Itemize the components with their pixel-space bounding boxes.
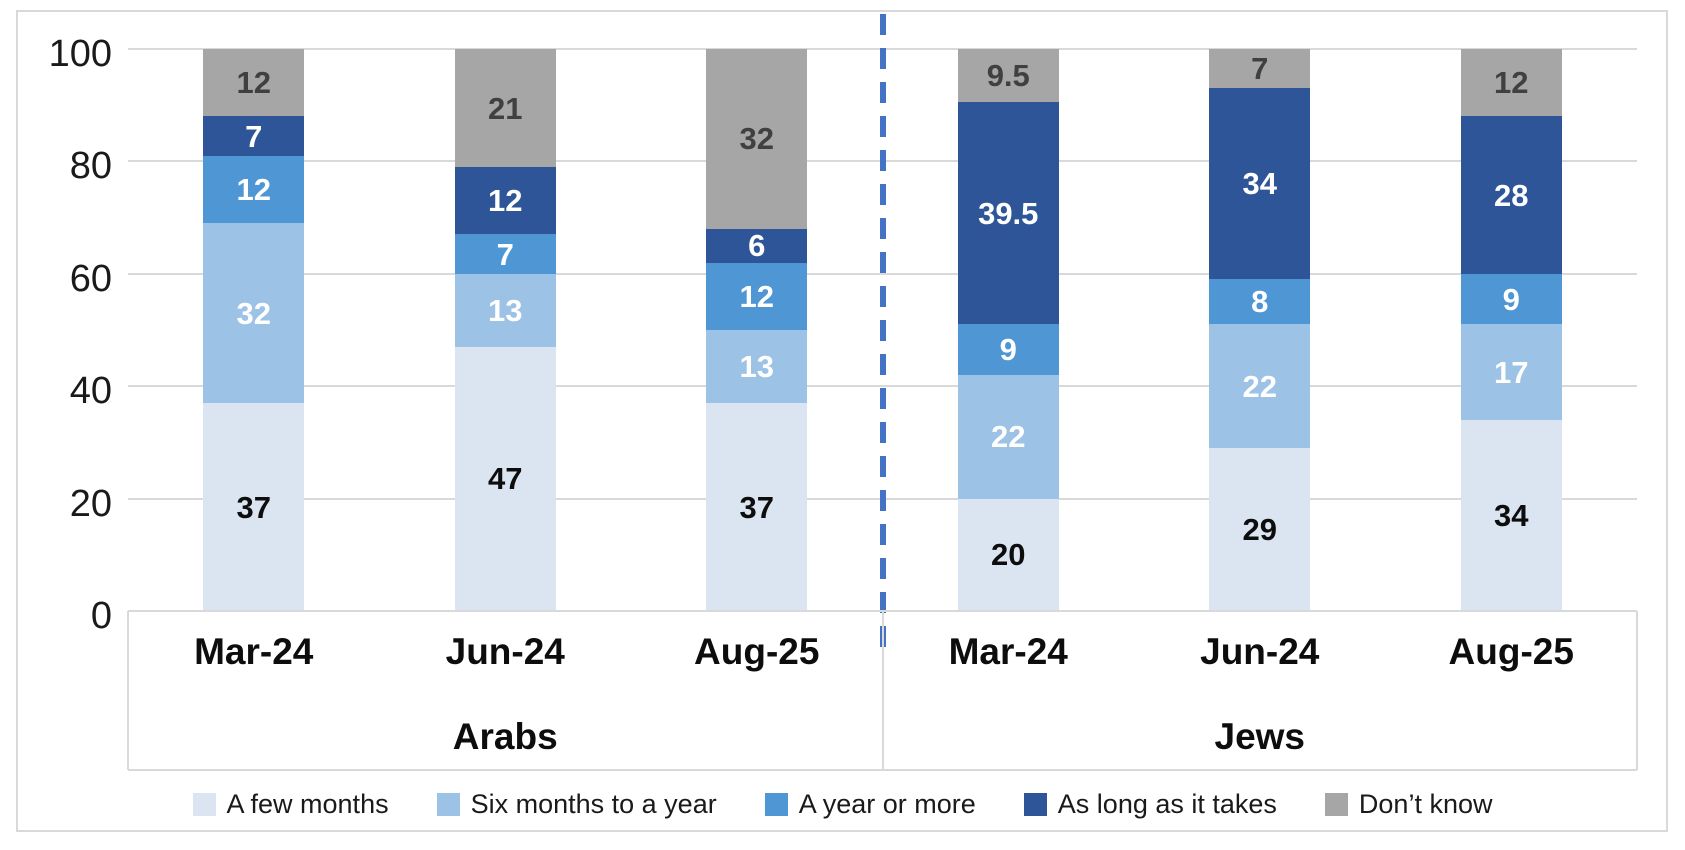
bar-segment: 20 xyxy=(957,498,1059,611)
legend-swatch xyxy=(436,792,460,816)
category-box-left-line xyxy=(127,611,129,770)
legend-swatch xyxy=(192,792,216,816)
bar-value-label: 21 xyxy=(488,90,523,126)
category-box-right-line xyxy=(1636,611,1638,770)
bar-segment: 17 xyxy=(1460,324,1562,420)
legend-label: A few months xyxy=(226,788,389,819)
bar-segment: 32 xyxy=(706,49,808,229)
bar-value-label: 6 xyxy=(748,228,766,264)
legend-item: A year or more xyxy=(764,788,976,819)
category-box-divider-line xyxy=(881,611,884,770)
bar-value-label: 28 xyxy=(1494,177,1529,213)
category-box-bottom-line xyxy=(128,769,1637,771)
legend-label: Don’t know xyxy=(1358,788,1493,819)
legend-swatch xyxy=(764,792,788,816)
group-separator-line xyxy=(879,14,886,650)
bar-segment: 7 xyxy=(1209,49,1311,89)
bar-segment: 22 xyxy=(1209,324,1311,448)
y-tick-label: 100 xyxy=(48,33,112,75)
legend-item: As long as it takes xyxy=(1023,788,1277,819)
bar-value-label: 8 xyxy=(1251,284,1269,320)
bar-segment: 9 xyxy=(1460,273,1562,325)
bar-value-label: 7 xyxy=(245,118,263,154)
y-tick-label: 40 xyxy=(69,370,112,413)
legend-label: A year or more xyxy=(798,788,976,819)
bar-value-label: 12 xyxy=(1494,65,1529,101)
bar-value-label: 39.5 xyxy=(978,195,1039,231)
bar-segment: 9.5 xyxy=(957,49,1059,103)
bar-value-label: 22 xyxy=(1242,368,1277,404)
bar-segment: 29 xyxy=(1209,448,1311,611)
bar-segment: 12 xyxy=(203,49,305,117)
bar-value-label: 17 xyxy=(1494,354,1529,390)
bar-value-label: 37 xyxy=(739,489,774,525)
bar-segment: 12 xyxy=(203,155,305,224)
bar-segment: 9 xyxy=(957,324,1059,375)
legend-item: Six months to a year xyxy=(436,788,717,819)
bar-segment: 7 xyxy=(454,234,556,274)
x-category-label: Mar-24 xyxy=(948,631,1068,672)
bar-segment: 37 xyxy=(706,403,808,611)
bar-value-label: 32 xyxy=(236,295,271,331)
y-tick-label: 20 xyxy=(69,482,112,525)
bar-value-label: 34 xyxy=(1242,166,1277,202)
bar-value-label: 13 xyxy=(739,349,774,385)
bar-value-label: 12 xyxy=(739,278,774,314)
bar-value-label: 7 xyxy=(496,236,514,272)
bar-segment: 8 xyxy=(1209,279,1311,325)
bar-value-label: 13 xyxy=(488,292,523,328)
x-category-label: Mar-24 xyxy=(194,631,314,672)
bar-segment: 7 xyxy=(203,116,305,156)
bar-value-label: 7 xyxy=(1251,51,1269,87)
bar-segment: 12 xyxy=(454,167,556,235)
bar-value-label: 37 xyxy=(236,489,271,525)
bar-value-label: 32 xyxy=(739,121,774,157)
bar-segment: 34 xyxy=(1209,88,1311,280)
x-category-label: Jun-24 xyxy=(1200,631,1320,672)
y-tick-label: 80 xyxy=(69,145,112,188)
bar-value-label: 34 xyxy=(1494,497,1529,533)
bar-segment: 12 xyxy=(706,262,808,330)
legend-label: As long as it takes xyxy=(1057,788,1277,819)
bar-segment: 21 xyxy=(454,49,556,168)
bar-value-label: 20 xyxy=(991,537,1026,573)
bar-value-label: 47 xyxy=(488,461,523,497)
bar-value-label: 12 xyxy=(236,171,271,207)
bar-value-label: 9 xyxy=(1502,281,1520,317)
bar-segment: 47 xyxy=(454,346,556,611)
legend-item: A few months xyxy=(192,788,389,819)
bar-segment: 22 xyxy=(957,374,1059,499)
bar-value-label: 22 xyxy=(991,419,1026,455)
bar-value-label: 12 xyxy=(236,65,271,101)
y-tick-label: 60 xyxy=(69,257,112,300)
bar-segment: 13 xyxy=(454,273,556,347)
bar-segment: 12 xyxy=(1460,49,1562,117)
bar-segment: 37 xyxy=(203,403,305,611)
bar-segment: 32 xyxy=(203,223,305,404)
legend-swatch xyxy=(1023,792,1047,816)
bar-value-label: 9 xyxy=(999,332,1017,368)
x-group-label: Arabs xyxy=(452,716,558,757)
y-tick-label: 0 xyxy=(90,595,112,637)
x-category-label: Jun-24 xyxy=(445,631,565,672)
bar-value-label: 29 xyxy=(1242,512,1277,547)
x-category-label: Aug-25 xyxy=(1448,631,1574,672)
bar-value-label: 12 xyxy=(488,183,523,219)
bar-segment: 28 xyxy=(1460,116,1562,274)
x-category-label: Aug-25 xyxy=(694,631,820,672)
bar-segment: 34 xyxy=(1460,419,1562,611)
bar-segment: 6 xyxy=(706,228,808,264)
legend-item: Don’t know xyxy=(1324,788,1493,819)
bar-value-label: 9.5 xyxy=(986,58,1030,94)
legend-swatch xyxy=(1324,792,1348,816)
bar-segment: 39.5 xyxy=(957,102,1059,325)
x-group-label: Jews xyxy=(1214,716,1306,757)
legend: A few months Six months to a year A year o… xyxy=(30,783,1655,825)
legend-label: Six months to a year xyxy=(470,788,717,819)
bar-segment: 13 xyxy=(706,330,808,404)
